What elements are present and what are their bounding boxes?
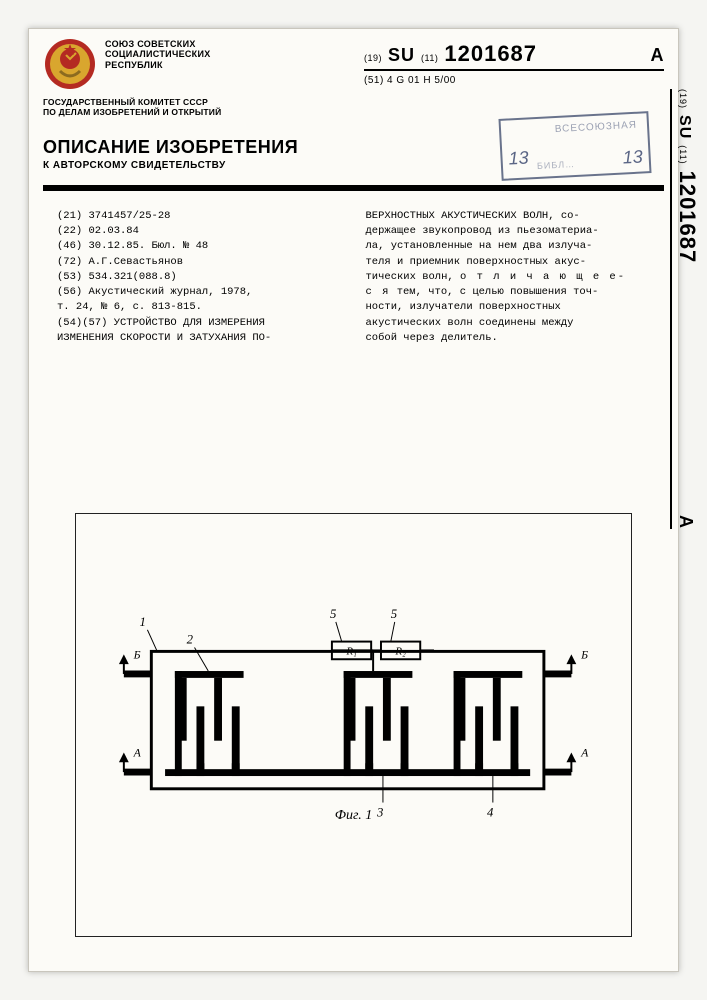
figure-caption: Фиг. 1 xyxy=(335,808,373,824)
abstract-fragment: тем, что, с целью повышения точ- xyxy=(390,286,598,298)
svg-text:1: 1 xyxy=(140,615,146,629)
svg-text:Б: Б xyxy=(580,648,588,661)
abstract-line: акустических волн соединены между xyxy=(366,316,651,331)
abstract-line: тических волн, о т л и ч а ю щ е е- xyxy=(366,270,651,285)
header-rule xyxy=(43,185,664,191)
biblio-line: (54)(57) УСТРОЙСТВО ДЛЯ ИЗМЕРЕНИЯ xyxy=(57,316,342,331)
doc-codes: (19) SU (11) 1201687 A (51) 4 G 01 H 5/0… xyxy=(364,41,664,86)
figure-svg-wrap: R₁ R₂ Б А Б А 1 2 3 4 5 5 xyxy=(76,514,631,936)
committee-name: ГОСУДАРСТВЕННЫЙ КОМИТЕТ СССР ПО ДЕЛАМ ИЗ… xyxy=(43,97,221,117)
svg-text:2: 2 xyxy=(187,633,194,647)
biblio-line: (21) 3741457/25-28 xyxy=(57,209,342,224)
org-line: СОЮЗ СОВЕТСКИХ xyxy=(105,39,211,49)
code-11: (11) xyxy=(421,53,438,63)
code-19: (19) xyxy=(364,53,382,63)
column-left: (21) 3741457/25-28 (22) 02.03.84 (46) 30… xyxy=(57,209,342,346)
column-right: ВЕРХНОСТНЫХ АКУСТИЧЕСКИХ ВОЛН, со- держа… xyxy=(366,209,651,346)
title-block: ОПИСАНИЕ ИЗОБРЕТЕНИЯ К АВТОРСКОМУ СВИДЕТ… xyxy=(43,137,478,171)
biblio-line: (53) 534.321(088.8) xyxy=(57,270,342,285)
committee-line: ГОСУДАРСТВЕННЫЙ КОМИТЕТ СССР xyxy=(43,97,221,107)
abstract-line: ВЕРХНОСТНЫХ АКУСТИЧЕСКИХ ВОЛН, со- xyxy=(366,209,651,224)
svg-text:А: А xyxy=(580,746,589,759)
org-line: РЕСПУБЛИК xyxy=(105,60,211,70)
svg-text:5: 5 xyxy=(391,607,397,621)
abstract-spaced: с я xyxy=(366,286,391,298)
abstract-line: ла, установленные на нем два излуча- xyxy=(366,239,651,254)
biblio-line: (72) А.Г.Севастьянов xyxy=(57,255,342,270)
code-su: SU xyxy=(388,45,415,66)
side-code-number: 1201687 xyxy=(674,171,700,264)
ussr-emblem-icon xyxy=(43,37,97,91)
svg-text:3: 3 xyxy=(376,805,383,819)
biblio-line: (56) Акустический журнал, 1978, xyxy=(57,285,342,300)
committee-line: ПО ДЕЛАМ ИЗОБРЕТЕНИЙ И ОТКРЫТИЙ xyxy=(43,107,221,117)
title-sub: К АВТОРСКОМУ СВИДЕТЕЛЬСТВУ xyxy=(43,160,478,171)
abstract-line: теля и приемник поверхностных акус- xyxy=(366,255,651,270)
biblio-line: т. 24, № 6, с. 813-815. xyxy=(57,300,342,315)
stamp-text-bottom: БИБЛ… xyxy=(537,159,576,171)
code-letter: A xyxy=(651,45,665,66)
side-code-11: (11) xyxy=(678,145,688,164)
side-doc-code: (19) SU (11) 1201687 A xyxy=(670,89,700,529)
code-line-1: (19) SU (11) 1201687 A xyxy=(364,41,664,71)
svg-text:4: 4 xyxy=(487,805,494,819)
stamp-number-right: 13 xyxy=(622,146,643,168)
stamp-number-left: 13 xyxy=(508,147,529,169)
title-main: ОПИСАНИЕ ИЗОБРЕТЕНИЯ xyxy=(43,137,478,158)
abstract-line: ности, излучатели поверхностных xyxy=(366,300,651,315)
page: СОЮЗ СОВЕТСКИХ СОЦИАЛИСТИЧЕСКИХ РЕСПУБЛИ… xyxy=(28,28,679,972)
svg-text:А: А xyxy=(133,746,142,759)
svg-text:R₂: R₂ xyxy=(394,645,406,657)
body-columns: (21) 3741457/25-28 (22) 02.03.84 (46) 30… xyxy=(57,209,650,346)
side-code-su: SU xyxy=(675,115,693,139)
svg-text:Б: Б xyxy=(133,648,141,661)
side-code-letter: A xyxy=(675,515,696,529)
abstract-line: собой через делитель. xyxy=(366,331,651,346)
svg-text:5: 5 xyxy=(330,607,336,621)
biblio-line: (46) 30.12.85. Бюл. № 48 xyxy=(57,239,342,254)
figure-svg: R₁ R₂ Б А Б А 1 2 3 4 5 5 xyxy=(76,514,631,936)
figure-panel: R₁ R₂ Б А Б А 1 2 3 4 5 5 Фиг. 1 xyxy=(75,513,632,937)
header: СОЮЗ СОВЕТСКИХ СОЦИАЛИСТИЧЕСКИХ РЕСПУБЛИ… xyxy=(29,29,678,39)
code-line-2: (51) 4 G 01 H 5/00 xyxy=(364,75,664,86)
abstract-spaced: о т л и ч а ю щ е е- xyxy=(460,271,626,283)
abstract-line: с я тем, что, с целью повышения точ- xyxy=(366,285,651,300)
side-code-19: (19) xyxy=(678,89,688,109)
abstract-fragment: тических волн, xyxy=(366,271,461,283)
code-number: 1201687 xyxy=(444,41,537,67)
stamp-text-top: ВСЕСОЮЗНАЯ xyxy=(555,120,638,135)
org-name: СОЮЗ СОВЕТСКИХ СОЦИАЛИСТИЧЕСКИХ РЕСПУБЛИ… xyxy=(105,39,211,70)
svg-text:R₁: R₁ xyxy=(345,645,357,657)
library-stamp: ВСЕСОЮЗНАЯ 13 13 БИБЛ… xyxy=(498,111,651,181)
biblio-line: (22) 02.03.84 xyxy=(57,224,342,239)
org-line: СОЦИАЛИСТИЧЕСКИХ xyxy=(105,49,211,59)
biblio-line: ИЗМЕНЕНИЯ СКОРОСТИ И ЗАТУХАНИЯ ПО- xyxy=(57,331,342,346)
abstract-line: держащее звукопровод из пьезоматериа- xyxy=(366,224,651,239)
